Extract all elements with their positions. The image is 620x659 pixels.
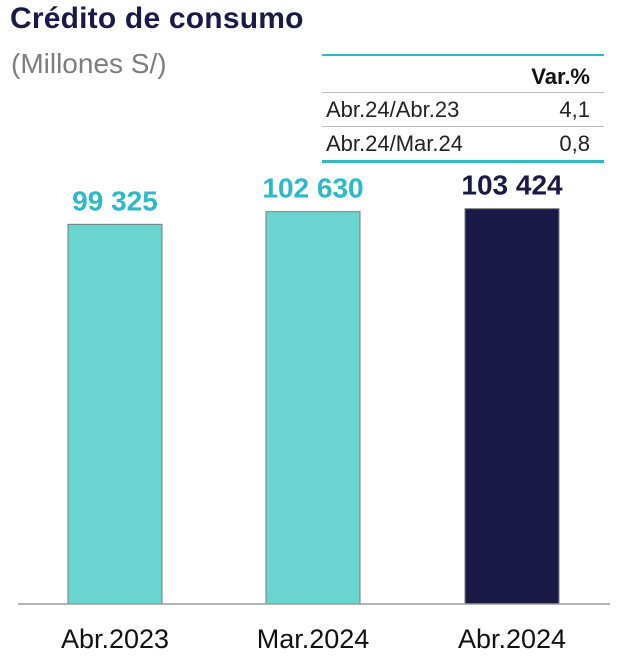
bar-Abr.2023 — [67, 223, 163, 605]
bar-Abr.2024 — [464, 208, 560, 605]
chart-title: Crédito de consumo — [10, 2, 304, 35]
variation-row-label: Abr.24/Abr.23 — [326, 96, 460, 122]
bar-Mar.2024 — [265, 211, 361, 605]
variation-row: Abr.24/Abr.23 4,1 — [322, 92, 604, 126]
x-tick-label: Abr.2023 — [61, 624, 169, 654]
data-label: 99 325 — [72, 185, 158, 216]
x-tick-label: Abr.2024 — [458, 624, 566, 654]
variation-table-header: Var.% — [322, 56, 604, 92]
variation-header-label: Var.% — [531, 64, 590, 89]
x-tick-label: Mar.2024 — [257, 624, 370, 654]
chart-subtitle: (Millones S/) — [11, 48, 167, 79]
data-label: 102 630 — [262, 173, 363, 204]
variation-row-value: 4,1 — [559, 96, 590, 122]
data-label: 103 424 — [461, 170, 563, 201]
variation-row: Abr.24/Mar.24 0,8 — [322, 126, 604, 160]
variation-table: Var.% Abr.24/Abr.23 4,1 Abr.24/Mar.24 0,… — [322, 54, 604, 163]
variation-row-value: 0,8 — [559, 130, 590, 156]
variation-row-label: Abr.24/Mar.24 — [326, 130, 463, 156]
